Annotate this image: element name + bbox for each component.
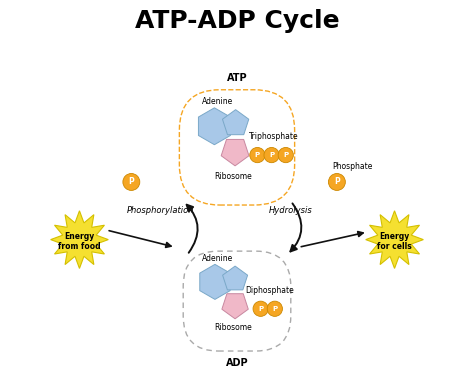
Polygon shape <box>51 211 108 269</box>
Text: Energy
from food: Energy from food <box>58 232 101 251</box>
Circle shape <box>123 173 140 190</box>
Circle shape <box>264 147 279 163</box>
Text: Adenine: Adenine <box>202 97 233 106</box>
Text: ATP-ADP Cycle: ATP-ADP Cycle <box>135 9 339 33</box>
FancyBboxPatch shape <box>179 90 295 205</box>
Polygon shape <box>222 110 249 135</box>
Polygon shape <box>221 139 249 166</box>
Text: ATP: ATP <box>227 73 247 83</box>
Text: Energy
for cells: Energy for cells <box>377 232 412 251</box>
Text: ADP: ADP <box>226 358 248 368</box>
Text: P: P <box>334 178 340 187</box>
Text: P: P <box>255 152 260 158</box>
Text: P: P <box>272 306 277 312</box>
Circle shape <box>328 173 346 190</box>
Text: Triphosphate: Triphosphate <box>249 132 298 141</box>
FancyArrowPatch shape <box>301 231 363 247</box>
FancyArrowPatch shape <box>187 205 198 253</box>
Polygon shape <box>222 294 248 319</box>
Text: Adenine: Adenine <box>202 254 233 263</box>
Text: Phosphorylation: Phosphorylation <box>127 206 194 215</box>
Text: Phosphate: Phosphate <box>332 162 373 171</box>
Polygon shape <box>199 108 230 145</box>
Text: Ribosome: Ribosome <box>214 172 252 181</box>
Polygon shape <box>200 264 230 300</box>
Circle shape <box>250 147 265 163</box>
Text: Ribosome: Ribosome <box>214 324 252 332</box>
Circle shape <box>267 301 283 317</box>
Text: P: P <box>258 306 263 312</box>
FancyArrowPatch shape <box>291 204 301 252</box>
FancyBboxPatch shape <box>183 251 291 351</box>
Circle shape <box>278 147 293 163</box>
Text: Hydrolysis: Hydrolysis <box>269 206 313 215</box>
Polygon shape <box>223 266 247 290</box>
Text: P: P <box>128 178 134 187</box>
Circle shape <box>253 301 268 317</box>
Polygon shape <box>366 211 423 269</box>
Text: P: P <box>283 152 288 158</box>
Text: P: P <box>269 152 274 158</box>
FancyArrowPatch shape <box>109 231 171 247</box>
Text: Diphosphate: Diphosphate <box>245 286 294 295</box>
